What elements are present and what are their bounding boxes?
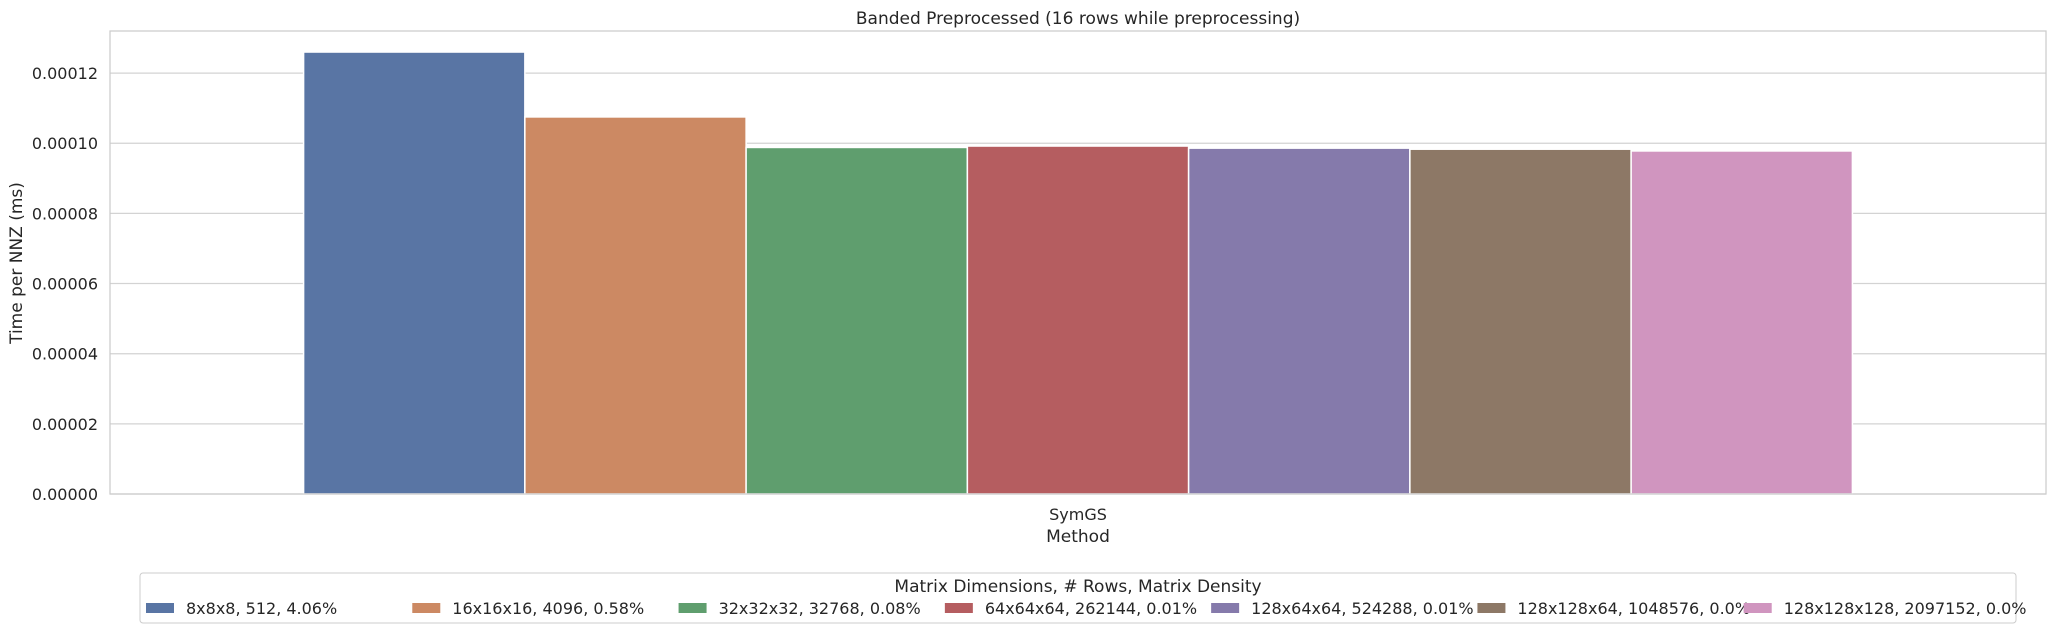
y-axis-label: Time per NNZ (ms) [7,182,27,345]
bar [1187,147,1411,495]
legend-swatch [1211,603,1240,613]
legend-items: 8x8x8, 512, 4.06% 16x16x16, 4096, 0.58% 32… [146,599,2027,618]
bar [1630,150,1854,495]
legend-item: 32x32x32, 32768, 0.08% [678,599,921,618]
legend-label: 128x128x128, 2097152, 0.0% [1784,599,2027,618]
y-axis-ticks: 0.00000 0.00002 0.00004 0.00006 0.00008 0.000… [32,64,98,504]
plot-area-frame [109,30,2047,495]
bar [966,145,1190,495]
legend-item: 8x8x8, 512, 4.06% [146,599,337,618]
legend-title: Matrix Dimensions, # Rows, Matrix Densit… [894,577,1261,597]
bar [1409,148,1632,495]
bar [745,146,969,495]
y-tick-label: 0.00010 [32,134,98,153]
legend-item: 64x64x64, 262144, 0.01% [944,599,1197,618]
legend-swatch [944,603,973,613]
legend-swatch [1477,603,1506,613]
y-tick-label: 0.00000 [32,485,98,504]
legend-item: 128x128x128, 2097152, 0.0% [1743,599,2027,618]
legend-label: 64x64x64, 262144, 0.01% [985,599,1197,618]
y-tick-label: 0.00006 [32,275,98,294]
legend-item: 128x64x64, 524288, 0.01% [1211,599,1474,618]
chart-title: Banded Preprocessed (16 rows while prepr… [856,9,1300,29]
legend-frame [139,572,2017,624]
legend-label: 128x128x64, 1048576, 0.0% [1517,599,1750,618]
legend-swatch [1743,603,1772,613]
bars [302,51,1854,495]
y-tick-label: 0.00008 [32,204,98,223]
legend-label: 128x64x64, 524288, 0.01% [1251,599,1473,618]
x-axis-label: Method [1046,527,1110,547]
legend-item: 128x128x64, 1048576, 0.0% [1477,599,1750,618]
legend: Matrix Dimensions, # Rows, Matrix Densit… [139,572,2027,624]
y-tick-label: 0.00012 [32,64,98,83]
x-tick-label: SymGS [1049,505,1107,524]
y-tick-label: 0.00002 [32,415,98,434]
legend-label: 32x32x32, 32768, 0.08% [719,599,921,618]
bar [524,116,747,495]
legend-item: 16x16x16, 4096, 0.58% [412,599,644,618]
legend-swatch [146,603,174,613]
legend-label: 8x8x8, 512, 4.06% [186,599,337,618]
y-tick-label: 0.00004 [32,345,98,364]
bar [302,51,526,495]
legend-swatch [678,603,707,613]
legend-label: 16x16x16, 4096, 0.58% [452,599,644,618]
legend-swatch [412,603,441,613]
